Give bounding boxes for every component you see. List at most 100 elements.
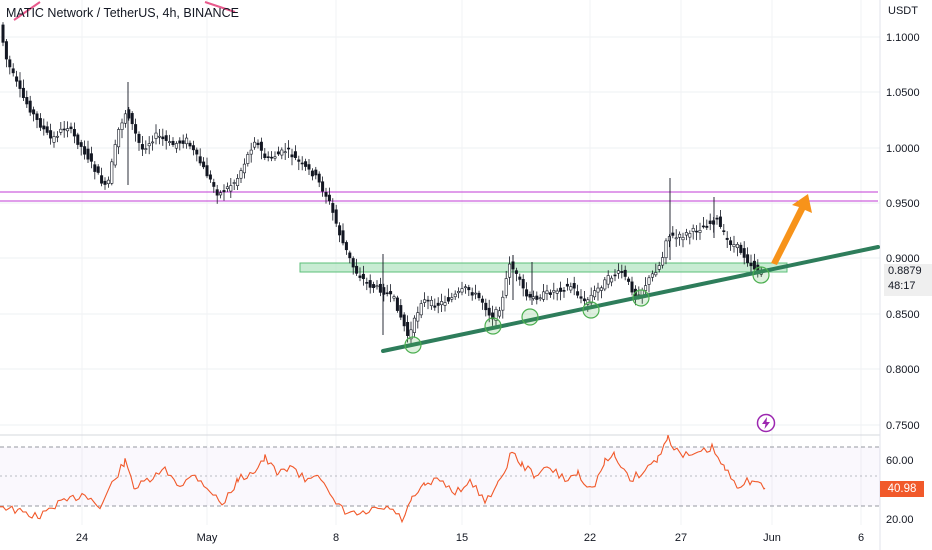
candle-body (76, 134, 80, 145)
candle-body (460, 288, 464, 293)
candle-body (368, 280, 372, 288)
candle-body (154, 132, 158, 139)
candle-body (15, 76, 19, 82)
candle-body (426, 299, 430, 302)
candle-body (695, 230, 699, 233)
candle-body (538, 297, 542, 300)
candle-body (470, 292, 474, 296)
candle-body (304, 161, 308, 167)
candle-body (283, 151, 287, 154)
candle-body (259, 141, 263, 151)
candle-body (446, 297, 450, 302)
candle-body (256, 142, 260, 146)
candle-body (52, 136, 56, 143)
candle-body (249, 149, 253, 155)
candle-body (113, 144, 117, 166)
candle-body (674, 237, 678, 240)
candle-body (606, 275, 610, 285)
candle-body (494, 309, 498, 321)
candle-body (620, 271, 624, 273)
candle-body (35, 113, 39, 120)
candle-body (518, 276, 522, 280)
candle-body (596, 287, 600, 293)
candle-body (239, 170, 243, 179)
candle-body (402, 314, 406, 327)
candle-body (202, 161, 206, 168)
candle-body (650, 273, 654, 278)
candle-body (576, 291, 580, 296)
time-label: 24 (76, 532, 88, 544)
candle-body (630, 281, 634, 293)
candle-body (28, 100, 32, 113)
candle-body (548, 292, 552, 295)
candle-body (627, 278, 631, 282)
candle-body (222, 190, 226, 193)
touch-point (484, 317, 502, 335)
candle-body (474, 292, 478, 295)
candle-body (334, 209, 338, 224)
candle-body (742, 248, 746, 258)
candle-body (440, 301, 444, 306)
candle-body (280, 149, 284, 156)
candle-body (110, 161, 114, 184)
touch-point (752, 266, 770, 284)
lightning-icon[interactable] (756, 413, 776, 433)
candle-body (613, 274, 617, 277)
candle-body (8, 59, 12, 68)
candle-body (117, 129, 121, 148)
candle-body (361, 273, 365, 280)
price-label: 1.1000 (886, 32, 920, 44)
candle-body (654, 272, 658, 276)
candle-body (348, 252, 352, 259)
candle-body (399, 305, 403, 318)
candle-body (147, 143, 151, 147)
candle-body (344, 242, 348, 251)
candle-body (151, 141, 155, 144)
touch-point (521, 308, 539, 326)
candle-body (572, 283, 576, 289)
candle-body (589, 294, 593, 304)
rsi-label: 20.00 (886, 514, 914, 526)
candle-body (647, 277, 651, 285)
candle-body (559, 287, 563, 292)
candle-body (83, 146, 87, 155)
rsi-label: 60.00 (886, 455, 914, 467)
candle-body (140, 144, 144, 150)
candle-body (508, 263, 512, 278)
candle-body (477, 292, 481, 299)
candle-body (433, 305, 437, 308)
candle-body (545, 290, 549, 294)
candle-body (664, 240, 668, 259)
candle-body (406, 321, 410, 336)
candle-body (569, 286, 573, 291)
candle-body (317, 173, 321, 183)
candle-body (684, 232, 688, 236)
candle-body (429, 299, 433, 307)
time-label: May (197, 532, 218, 544)
candle-body (603, 279, 607, 290)
candle-body (715, 217, 719, 220)
candle-body (667, 236, 671, 242)
candle-body (164, 135, 168, 141)
candle-body (106, 179, 110, 185)
candle-body (365, 282, 369, 284)
candle-body (72, 129, 76, 137)
breakout-arrow (771, 194, 812, 265)
candle-body (644, 285, 648, 291)
candle-body (246, 154, 250, 164)
candle-body (487, 307, 491, 316)
candle-body (49, 130, 53, 139)
candle-body (225, 186, 229, 190)
candle-body (181, 140, 185, 144)
candle-body (21, 87, 25, 98)
candle-body (718, 216, 722, 227)
candle-body (395, 297, 399, 311)
candle-body (701, 225, 705, 228)
candle-body (59, 128, 63, 133)
candle-body (137, 133, 141, 143)
candle-body (457, 291, 461, 294)
candle-body (300, 162, 304, 165)
candle-body (310, 170, 314, 177)
candle-body (504, 278, 508, 296)
